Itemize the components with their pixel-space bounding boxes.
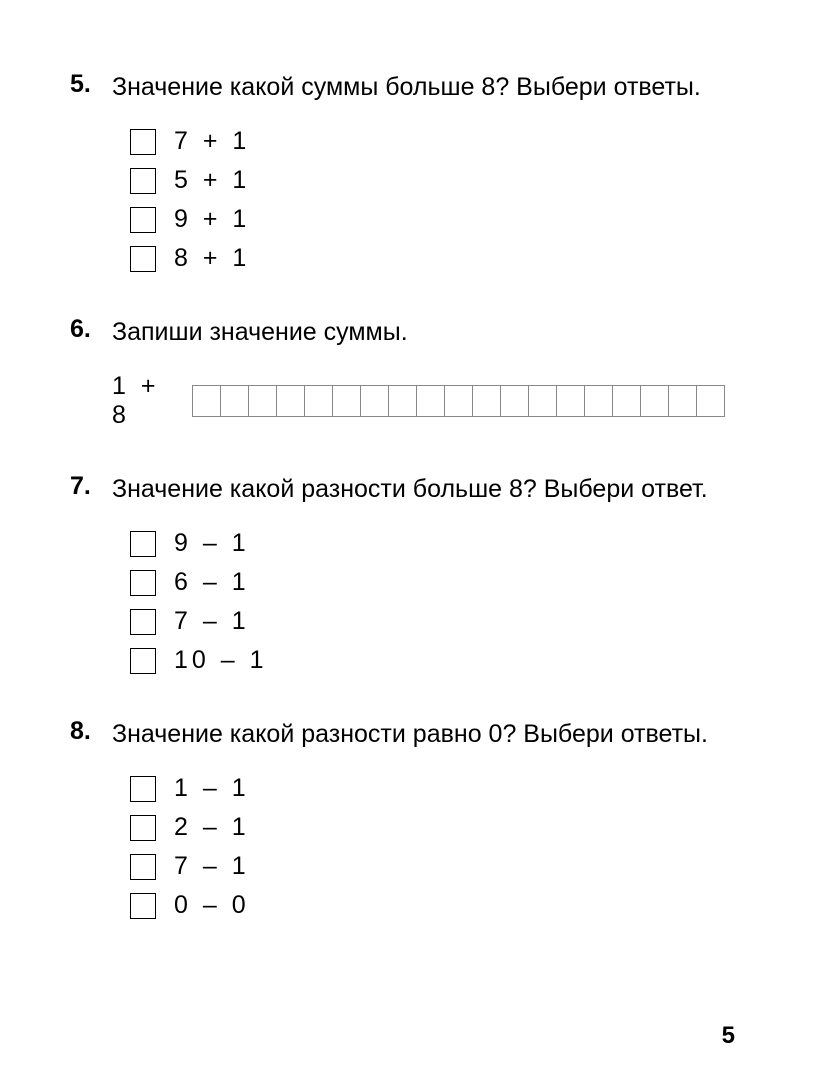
option-text: 10 – 1 <box>174 646 268 675</box>
option-item: 9 – 1 <box>130 529 725 558</box>
option-text: 9 – 1 <box>174 529 250 558</box>
option-item: 8 + 1 <box>130 244 725 273</box>
grid-cell[interactable] <box>640 385 669 417</box>
option-text: 8 + 1 <box>174 244 250 273</box>
page-number: 5 <box>722 1022 735 1050</box>
problem-number: 6. <box>70 315 112 344</box>
grid-cell[interactable] <box>276 385 305 417</box>
option-item: 1 – 1 <box>130 774 725 803</box>
problem-number: 5. <box>70 70 112 99</box>
checkbox[interactable] <box>130 168 156 194</box>
checkbox[interactable] <box>130 815 156 841</box>
grid-cell[interactable] <box>612 385 641 417</box>
option-item: 10 – 1 <box>130 646 725 675</box>
problem-number: 8. <box>70 717 112 746</box>
grid-cell[interactable] <box>416 385 445 417</box>
grid-cell[interactable] <box>696 385 725 417</box>
options-list: 9 – 1 6 – 1 7 – 1 10 – 1 <box>130 529 725 675</box>
checkbox[interactable] <box>130 531 156 557</box>
problem-header: 6. Запиши значение суммы. <box>70 315 725 350</box>
problem-5: 5. Значение какой суммы больше 8? Выбери… <box>70 70 725 273</box>
checkbox[interactable] <box>130 246 156 272</box>
options-list: 1 – 1 2 – 1 7 – 1 0 – 0 <box>130 774 725 920</box>
option-item: 0 – 0 <box>130 891 725 920</box>
checkbox[interactable] <box>130 570 156 596</box>
problem-header: 8. Значение какой разности равно 0? Выбе… <box>70 717 725 752</box>
answer-grid[interactable] <box>192 385 725 417</box>
grid-cell[interactable] <box>248 385 277 417</box>
option-text: 7 – 1 <box>174 852 250 881</box>
grid-cell[interactable] <box>304 385 333 417</box>
problem-question: Запиши значение суммы. <box>112 315 725 350</box>
grid-cell[interactable] <box>444 385 473 417</box>
grid-cell[interactable] <box>192 385 221 417</box>
option-text: 9 + 1 <box>174 205 250 234</box>
grid-cell[interactable] <box>556 385 585 417</box>
option-text: 1 – 1 <box>174 774 250 803</box>
checkbox[interactable] <box>130 776 156 802</box>
grid-cell[interactable] <box>668 385 697 417</box>
option-text: 0 – 0 <box>174 891 250 920</box>
option-text: 7 – 1 <box>174 607 250 636</box>
problem-8: 8. Значение какой разности равно 0? Выбе… <box>70 717 725 920</box>
grid-cell[interactable] <box>584 385 613 417</box>
problem-number: 7. <box>70 472 112 501</box>
grid-cell[interactable] <box>220 385 249 417</box>
option-text: 7 + 1 <box>174 127 250 156</box>
grid-cell[interactable] <box>528 385 557 417</box>
fill-in-row: 1 + 8 <box>112 372 725 430</box>
option-text: 2 – 1 <box>174 813 250 842</box>
problem-question: Значение какой разности больше 8? Выбери… <box>112 472 725 507</box>
grid-cell[interactable] <box>332 385 361 417</box>
option-item: 5 + 1 <box>130 166 725 195</box>
checkbox[interactable] <box>130 854 156 880</box>
checkbox[interactable] <box>130 893 156 919</box>
problem-question: Значение какой суммы больше 8? Выбери от… <box>112 70 725 105</box>
checkbox[interactable] <box>130 129 156 155</box>
problem-header: 7. Значение какой разности больше 8? Выб… <box>70 472 725 507</box>
grid-cell[interactable] <box>388 385 417 417</box>
option-item: 2 – 1 <box>130 813 725 842</box>
problem-7: 7. Значение какой разности больше 8? Выб… <box>70 472 725 675</box>
problem-header: 5. Значение какой суммы больше 8? Выбери… <box>70 70 725 105</box>
option-text: 6 – 1 <box>174 568 250 597</box>
fill-in-label: 1 + 8 <box>112 372 180 430</box>
checkbox[interactable] <box>130 648 156 674</box>
option-item: 9 + 1 <box>130 205 725 234</box>
grid-cell[interactable] <box>472 385 501 417</box>
option-item: 7 + 1 <box>130 127 725 156</box>
grid-cell[interactable] <box>500 385 529 417</box>
grid-cell[interactable] <box>360 385 389 417</box>
checkbox[interactable] <box>130 207 156 233</box>
option-item: 7 – 1 <box>130 607 725 636</box>
problem-question: Значение какой разности равно 0? Выбери … <box>112 717 725 752</box>
option-item: 7 – 1 <box>130 852 725 881</box>
option-item: 6 – 1 <box>130 568 725 597</box>
option-text: 5 + 1 <box>174 166 250 195</box>
options-list: 7 + 1 5 + 1 9 + 1 8 + 1 <box>130 127 725 273</box>
problem-6: 6. Запиши значение суммы. 1 + 8 <box>70 315 725 430</box>
checkbox[interactable] <box>130 609 156 635</box>
